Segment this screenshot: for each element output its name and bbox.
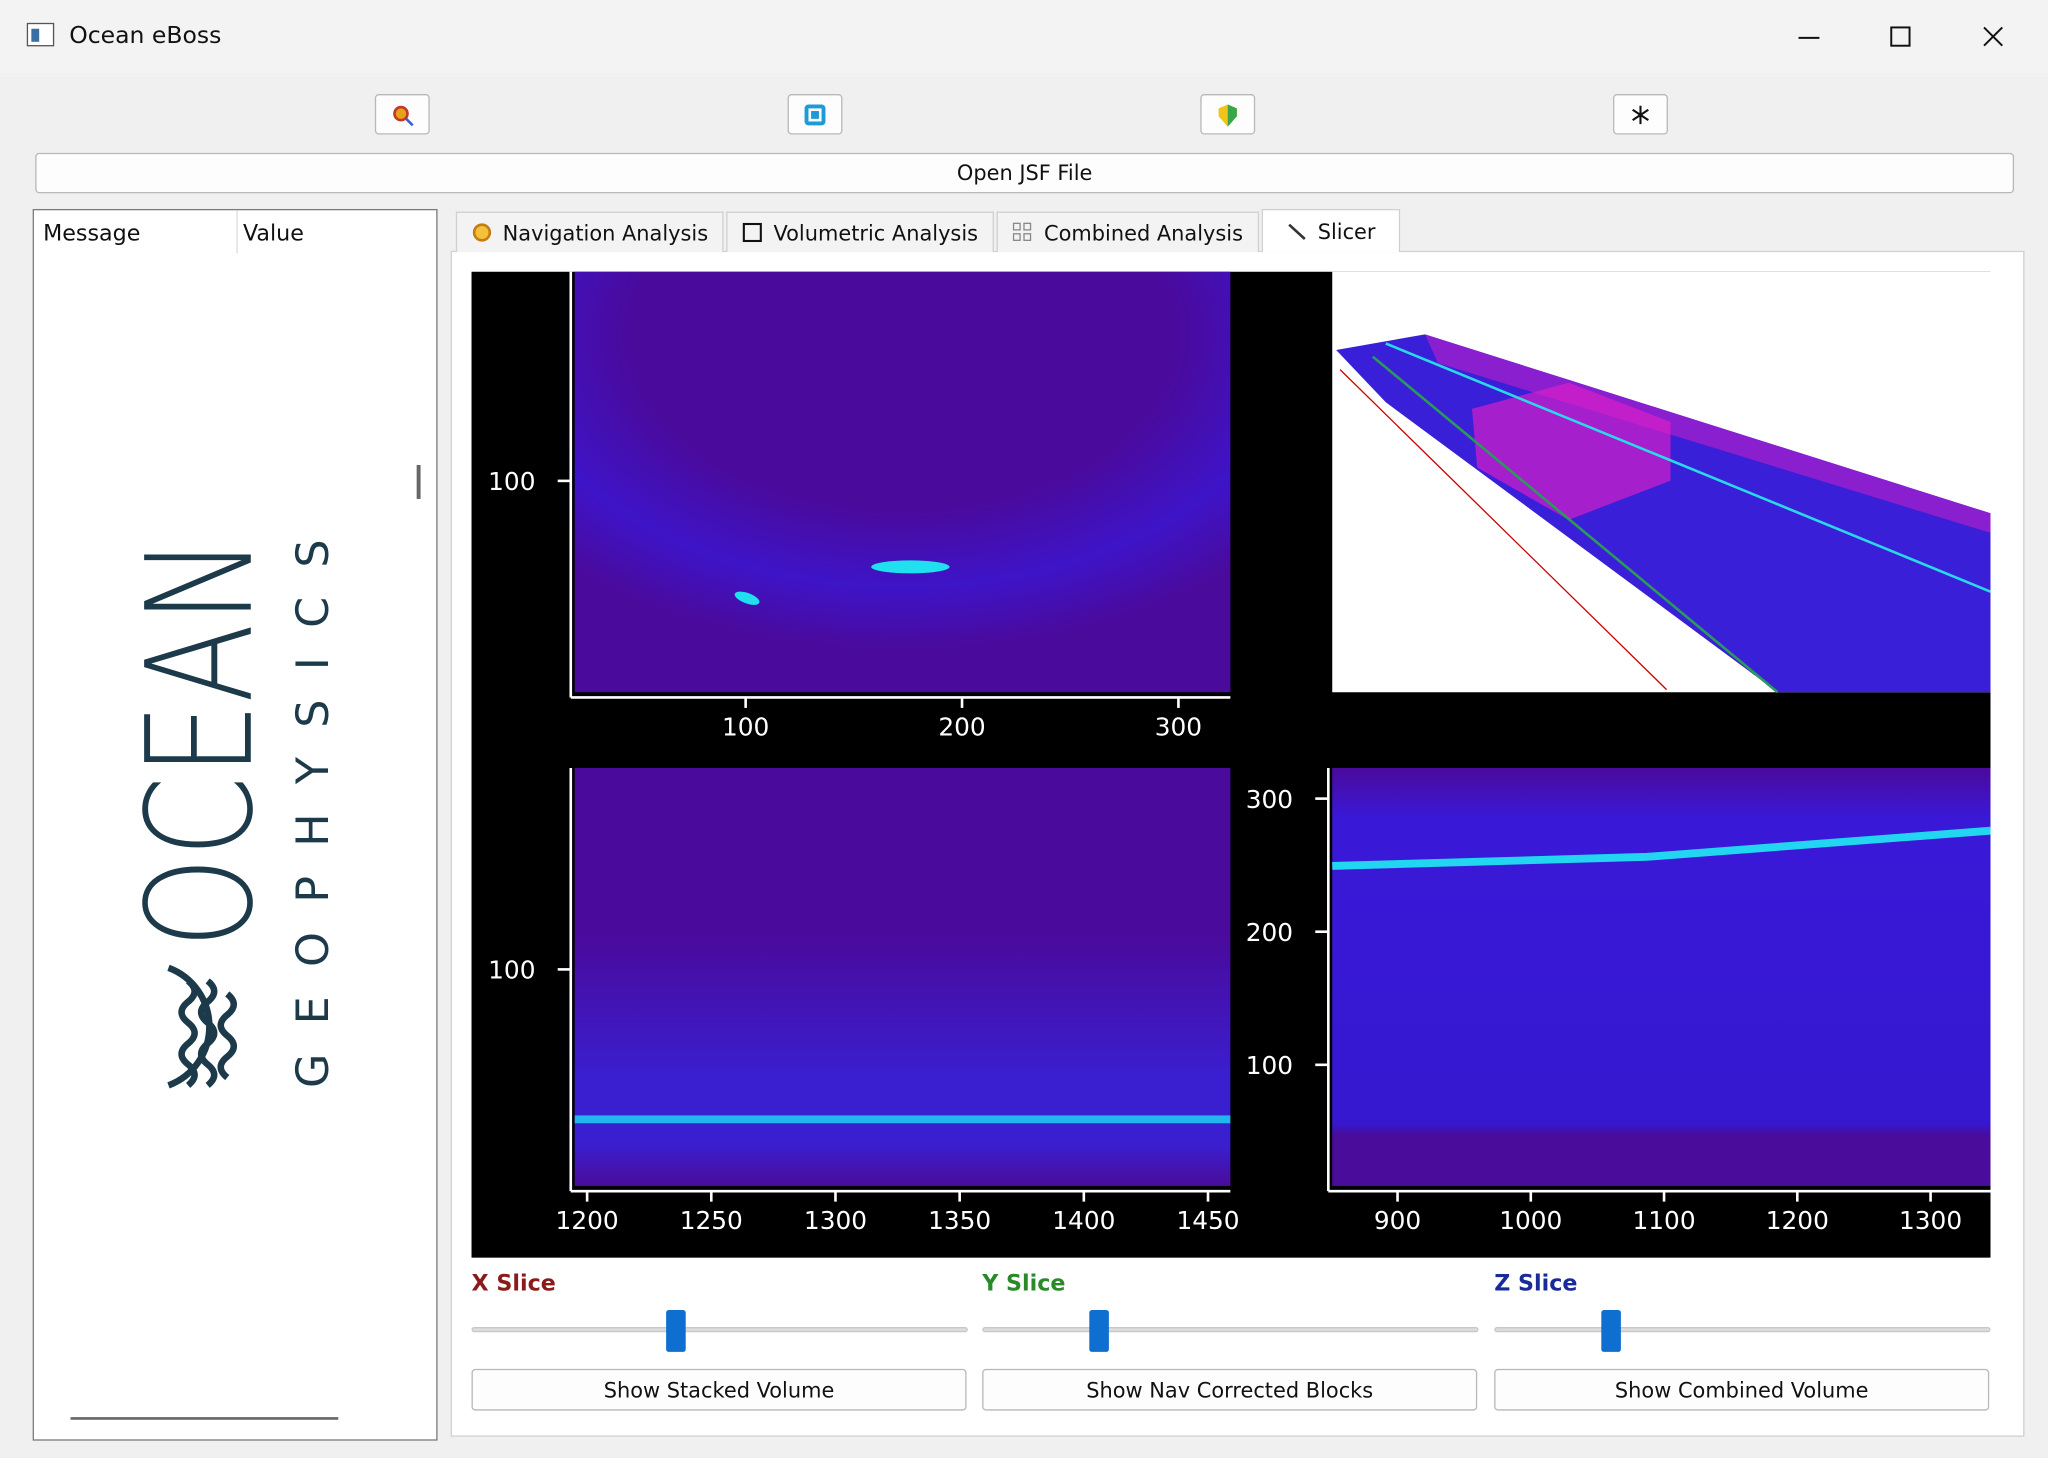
- x-tick-label: 1250: [680, 1206, 743, 1235]
- app-icon: [26, 22, 55, 47]
- toolbar-button[interactable]: [374, 94, 430, 135]
- y-tick-label: 200: [1246, 918, 1293, 947]
- tab[interactable]: Combined Analysis: [996, 211, 1260, 253]
- slider-track[interactable]: [471, 1327, 968, 1333]
- echo: [734, 591, 760, 605]
- y-tick-label: 100: [1246, 1051, 1293, 1080]
- volume-line: [1385, 342, 1991, 593]
- slider-track[interactable]: [982, 1327, 1479, 1333]
- tab-selected[interactable]: Slicer: [1261, 208, 1401, 253]
- scrollbar[interactable]: [416, 464, 421, 499]
- tree-header: Message: [43, 220, 141, 247]
- x-tick-label: 1100: [1632, 1206, 1695, 1235]
- slice-label: Z Slice: [1494, 1270, 1578, 1297]
- slice-image: [1332, 767, 1991, 1186]
- axis-line: [1339, 369, 1668, 691]
- x-tick-label: 300: [1155, 712, 1202, 741]
- tab-label: Slicer: [1317, 218, 1376, 244]
- x-tick-label: 1300: [1899, 1206, 1962, 1235]
- logo-wordmark: OCEAN: [116, 537, 286, 948]
- echo: [871, 560, 950, 574]
- x-tick-label: 1300: [804, 1206, 867, 1235]
- y-tick-label: 100: [488, 956, 535, 985]
- tab[interactable]: Navigation Analysis: [455, 211, 724, 253]
- echo: [574, 1115, 1231, 1124]
- x-tick-label: 1200: [556, 1206, 619, 1235]
- echo: [1332, 826, 1991, 870]
- open-button[interactable]: Open JSF File: [35, 152, 2015, 194]
- slider-handle[interactable]: [666, 1310, 686, 1352]
- action-button[interactable]: Show Nav Corrected Blocks: [982, 1368, 1478, 1411]
- slider-handle[interactable]: [1089, 1310, 1109, 1352]
- x-tick-label: 1000: [1499, 1206, 1562, 1235]
- x-tick-label: 1200: [1766, 1206, 1829, 1235]
- tree-header: Value: [242, 220, 304, 247]
- tab-label: Combined Analysis: [1044, 220, 1243, 245]
- x-tick-label: 1450: [1176, 1206, 1239, 1235]
- window-controls[interactable]: [1789, 18, 2011, 57]
- tree-panel: Message Value OCEAN GEOPHYSICS: [32, 208, 438, 1441]
- slice-image: [574, 271, 1231, 693]
- header-divider: [236, 210, 238, 254]
- tab-label: Navigation Analysis: [502, 220, 709, 245]
- slice-label: Y Slice: [982, 1270, 1066, 1297]
- toolbar-button[interactable]: [1200, 94, 1256, 135]
- axis-line: [1371, 355, 1779, 694]
- tab[interactable]: Volumetric Analysis: [726, 211, 994, 253]
- logo: OCEAN GEOPHYSICS: [116, 537, 339, 1089]
- slice-label: X Slice: [471, 1270, 556, 1297]
- action-button[interactable]: Show Combined Volume: [1494, 1368, 1990, 1411]
- x-tick-label: 100: [722, 712, 769, 741]
- action-button[interactable]: Show Stacked Volume: [471, 1368, 967, 1411]
- slider-handle[interactable]: [1601, 1310, 1621, 1352]
- x-tick-label: 900: [1374, 1206, 1421, 1235]
- slice-image: [574, 767, 1231, 1186]
- slice-plane: [1471, 382, 1671, 520]
- plot-area: 100 200 300 100 1200 1250 1300 1350 1400 1450 100 9…: [471, 271, 1991, 1258]
- tab-label: Volumetric Analysis: [773, 220, 979, 245]
- x-tick-label: 200: [938, 712, 985, 741]
- x-tick-label: 1350: [928, 1206, 991, 1235]
- h-scrollbar[interactable]: [70, 1417, 339, 1420]
- logo-tagline: GEOPHYSICS: [288, 539, 339, 1088]
- window-title: Ocean eBoss: [69, 22, 222, 50]
- slider-track[interactable]: [1494, 1327, 1991, 1333]
- y-tick-label: 100: [488, 467, 535, 496]
- y-tick-label: 300: [1246, 785, 1293, 814]
- toolbar-button[interactable]: [1613, 94, 1668, 135]
- x-tick-label: 1400: [1052, 1206, 1115, 1235]
- title-bar: Ocean eBoss: [0, 0, 2048, 74]
- toolbar-button[interactable]: [787, 94, 843, 135]
